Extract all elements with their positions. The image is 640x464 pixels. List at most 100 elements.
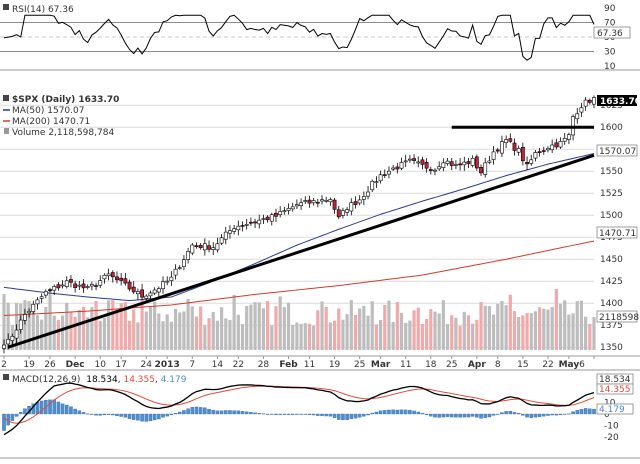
volume-bar bbox=[584, 316, 588, 350]
macd-hist-bar bbox=[383, 410, 387, 415]
macd-hist-bar bbox=[10, 413, 15, 421]
macd-hist-bar bbox=[324, 413, 328, 417]
date-tick-label: 2 bbox=[1, 360, 7, 370]
ma200-last-label: 1470.71 bbox=[599, 229, 636, 239]
candle-body bbox=[52, 286, 57, 291]
volume-bar bbox=[517, 316, 521, 350]
macd-hist-bar bbox=[454, 413, 458, 418]
candle-body bbox=[370, 181, 375, 191]
hist-last-box bbox=[596, 403, 634, 415]
candle-body bbox=[56, 284, 61, 289]
candle-body bbox=[357, 199, 362, 204]
candle-body bbox=[198, 245, 203, 249]
macd-hist-bar bbox=[290, 413, 295, 415]
volume-bars bbox=[2, 289, 596, 350]
candle-body bbox=[244, 224, 249, 226]
macd-tick-label: -10 bbox=[604, 422, 619, 432]
macd-hist-bar bbox=[542, 413, 546, 417]
volume-bar bbox=[224, 318, 228, 350]
volume-bar bbox=[161, 321, 165, 350]
volume-bar bbox=[387, 300, 391, 350]
volume-bar bbox=[466, 315, 471, 350]
macd-hist-bar bbox=[60, 403, 65, 415]
macd-hist-bar bbox=[575, 410, 580, 415]
candle-body bbox=[14, 329, 19, 339]
price-tick-label: 1550 bbox=[600, 167, 623, 177]
macd-hist-bar bbox=[475, 413, 479, 418]
hist-last-label: 4.179 bbox=[599, 405, 625, 415]
macd-title-signal: 14.355 bbox=[123, 375, 155, 385]
macd-hist-bar bbox=[136, 413, 140, 421]
candle-body bbox=[6, 339, 11, 345]
date-tick-label: 18 bbox=[425, 360, 437, 370]
candle-body bbox=[328, 199, 333, 203]
macd-hist-bar bbox=[274, 413, 278, 415]
macd-hist-bar bbox=[81, 412, 86, 415]
candle-body bbox=[324, 199, 329, 202]
macd-hist-bar bbox=[18, 412, 23, 415]
ma50-legend: MA(50) 1570.07 bbox=[12, 106, 84, 116]
macd-last-label: 18.534 bbox=[599, 375, 631, 385]
candle-body bbox=[161, 281, 165, 290]
candle-body bbox=[479, 166, 483, 174]
macd-hist-bar bbox=[244, 411, 249, 415]
rsi-tick-label: 10 bbox=[604, 62, 616, 72]
candle-body bbox=[274, 212, 278, 217]
volume-bar bbox=[312, 325, 316, 350]
volume-bar bbox=[236, 314, 240, 350]
candle-body bbox=[269, 214, 274, 222]
macd-hist-bar bbox=[441, 413, 446, 418]
volume-bar bbox=[119, 303, 123, 350]
macd-hist-bar bbox=[529, 413, 533, 418]
trendline bbox=[7, 153, 595, 349]
volume-bar bbox=[102, 317, 107, 350]
macd-title-macd: 18.534 bbox=[86, 375, 118, 385]
volume-bar bbox=[592, 317, 596, 350]
macd-hist-bar bbox=[165, 413, 169, 417]
candle-body bbox=[182, 259, 186, 267]
candle-body bbox=[156, 288, 161, 293]
candlesticks bbox=[2, 95, 596, 354]
macd-hist-bar bbox=[491, 413, 496, 416]
date-tick-label: 25 bbox=[446, 360, 457, 370]
signal-last-label: 14.355 bbox=[599, 385, 631, 395]
date-tick-label: 24 bbox=[141, 360, 153, 370]
volume-bar bbox=[420, 323, 425, 350]
candle-body bbox=[194, 245, 199, 248]
macd-hist-bar bbox=[299, 413, 303, 415]
price-last-box bbox=[597, 95, 637, 106]
macd-hist-bar bbox=[378, 410, 383, 415]
volume-bar bbox=[56, 319, 60, 350]
volume-bar bbox=[483, 305, 487, 350]
volume-bar bbox=[521, 315, 525, 350]
macd-hist-bar bbox=[303, 413, 308, 415]
rsi-tick-label: 90 bbox=[604, 4, 616, 14]
macd-hist-bar bbox=[198, 407, 203, 415]
macd-hist-bar bbox=[395, 409, 400, 415]
volume-bar bbox=[571, 313, 575, 350]
volume-bar bbox=[450, 315, 454, 350]
rsi-tick-label: 70 bbox=[604, 19, 616, 29]
candle-body bbox=[60, 284, 65, 287]
candle-body bbox=[2, 344, 6, 349]
macd-hist-bar bbox=[14, 413, 19, 417]
price-tick-label: 1500 bbox=[600, 211, 623, 221]
macd-hist-bar bbox=[115, 413, 119, 416]
macd-hist-bar bbox=[341, 413, 345, 421]
volume-bar bbox=[353, 315, 358, 350]
macd-hist-bar bbox=[316, 413, 320, 416]
volume-bar bbox=[261, 308, 266, 350]
candle-body bbox=[533, 152, 538, 159]
candle-body bbox=[374, 181, 379, 184]
macd-hist-bar bbox=[521, 413, 525, 416]
macd-hist-bar bbox=[337, 413, 341, 420]
rsi-last-label: 67.36 bbox=[597, 29, 623, 39]
macd-hist-bar bbox=[366, 413, 370, 416]
candle-body bbox=[445, 160, 450, 164]
volume-bar bbox=[588, 323, 592, 350]
macd-hist-bar bbox=[433, 413, 437, 418]
volume-bar bbox=[90, 307, 94, 350]
macd-hist-bar bbox=[48, 399, 52, 415]
